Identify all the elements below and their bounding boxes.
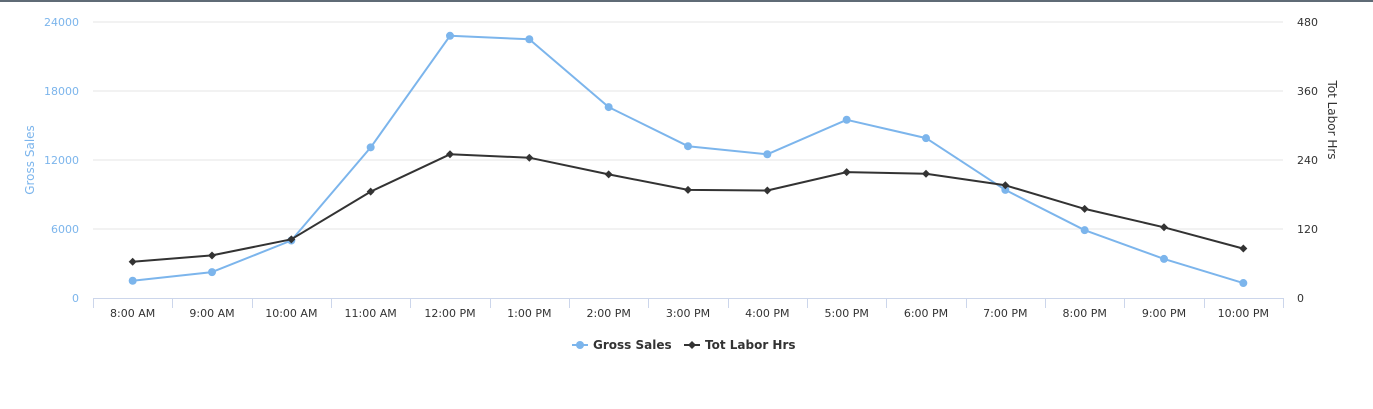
series-line-2: [132, 153, 1244, 263]
data-point: [1001, 185, 1010, 194]
x-tick-label: 5:00 PM: [825, 307, 869, 320]
x-tick-label: 10:00 AM: [265, 307, 317, 320]
legend-marker: [576, 341, 584, 349]
x-tick-label: 1:00 PM: [507, 307, 551, 320]
data-point: [208, 268, 216, 277]
x-tick-label: 8:00 PM: [1063, 307, 1107, 320]
data-point: [525, 153, 534, 162]
data-point: [1080, 204, 1089, 213]
top-border: [0, 0, 1373, 2]
data-point: [366, 187, 375, 196]
y-left-tick-label: 6000: [51, 223, 79, 236]
legend-label: Tot Labor Hrs: [705, 338, 796, 352]
series-line-1: [132, 34, 1244, 285]
data-point: [842, 115, 851, 124]
data-point: [128, 257, 137, 266]
y-right-tick-label: 360: [1297, 85, 1318, 98]
y-right-tick-label: 480: [1297, 16, 1318, 29]
data-point: [1080, 226, 1089, 235]
y-right-tick-label: 120: [1297, 223, 1318, 236]
data-point: [1239, 279, 1248, 288]
right-y-axis: 0 120 240 360 480 Tot Labor Hrs: [1297, 16, 1339, 305]
data-point: [763, 150, 772, 159]
x-tick-label: 9:00 PM: [1142, 307, 1186, 320]
x-tick-label: 7:00 PM: [983, 307, 1027, 320]
data-point: [287, 235, 296, 244]
y-right-axis-title: Tot Labor Hrs: [1325, 79, 1339, 159]
data-point: [128, 276, 137, 285]
data-point: [604, 103, 613, 112]
x-axis: 8:00 AM 9:00 AM 10:00 AM 11:00 AM 12:00 PM 1:…: [93, 298, 1284, 320]
series-layer: [128, 31, 1248, 288]
x-tick-label: 8:00 AM: [110, 307, 155, 320]
data-point: [842, 168, 851, 177]
x-tick-label: 4:00 PM: [745, 307, 789, 320]
data-point: [1239, 244, 1248, 253]
data-point: [525, 35, 534, 44]
grid-lines: [93, 21, 1283, 230]
y-left-tick-label: 12000: [44, 154, 79, 167]
y-right-tick-label: 0: [1297, 292, 1304, 305]
data-point: [684, 142, 692, 151]
x-tick-label: 11:00 AM: [345, 307, 397, 320]
data-point: [1001, 181, 1010, 190]
legend-marker: [688, 341, 696, 349]
y-left-tick-label: 24000: [44, 16, 79, 29]
y-left-tick-label: 18000: [44, 85, 79, 98]
legend-item[interactable]: Gross Sales: [572, 338, 672, 352]
x-tick-label: 9:00 AM: [189, 307, 234, 320]
left-y-axis: 0 6000 12000 18000 24000 Gross Sales: [23, 16, 79, 305]
data-point: [446, 150, 454, 159]
data-point: [922, 134, 930, 143]
x-tick-label: 2:00 PM: [587, 307, 631, 320]
x-tick-label: 6:00 PM: [904, 307, 948, 320]
y-left-axis-title: Gross Sales: [23, 125, 37, 195]
legend: Gross Sales Tot Labor Hrs: [572, 338, 796, 352]
data-point: [1160, 223, 1168, 232]
data-point: [208, 251, 216, 260]
x-tick-label: 10:00 PM: [1218, 307, 1269, 320]
x-tick-label: 12:00 PM: [424, 307, 475, 320]
data-point: [604, 170, 613, 179]
x-tick-label: 3:00 PM: [666, 307, 710, 320]
data-point: [763, 186, 772, 195]
legend-label: Gross Sales: [593, 338, 672, 352]
data-point: [446, 31, 454, 40]
data-point: [366, 143, 375, 152]
data-point: [922, 169, 930, 178]
y-right-tick-label: 240: [1297, 154, 1318, 167]
data-point: [684, 185, 692, 194]
legend-item[interactable]: Tot Labor Hrs: [684, 338, 796, 352]
data-point: [1160, 254, 1168, 263]
y-left-tick-label: 0: [72, 292, 79, 305]
